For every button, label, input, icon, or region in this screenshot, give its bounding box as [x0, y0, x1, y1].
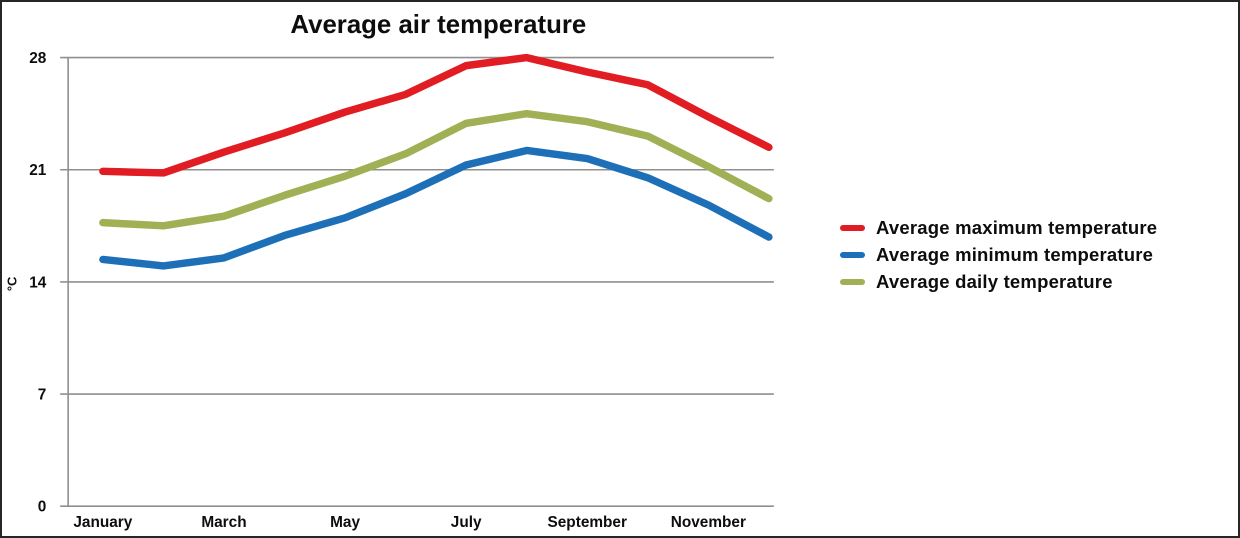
- y-tick-label: 28: [29, 50, 47, 67]
- x-tick-label: January: [73, 514, 132, 531]
- gridlines-group: [60, 56, 774, 508]
- series-line: [99, 146, 773, 270]
- chart-title: Average air temperature: [290, 11, 586, 39]
- series-line: [99, 53, 773, 177]
- legend-item: Average minimum temperature: [840, 243, 1157, 266]
- x-tick-label: March: [201, 514, 246, 531]
- y-tick-label: 0: [38, 499, 47, 516]
- x-tick-label: July: [451, 514, 482, 531]
- x-tick-label: September: [548, 514, 627, 531]
- x-tick-label: November: [671, 514, 746, 531]
- chart-legend: Average maximum temperature Average minim…: [840, 216, 1157, 293]
- legend-item: Average daily temperature: [840, 270, 1157, 293]
- y-tick-label: 21: [29, 162, 47, 179]
- legend-color-dash-icon: [840, 278, 865, 285]
- legend-item-label: Average minimum temperature: [876, 243, 1154, 265]
- y-tick-labels-group: 0 7 14 21 28: [29, 50, 47, 516]
- series-line: [99, 109, 773, 230]
- x-tick-labels-group: January March May July September November: [73, 514, 746, 531]
- legend-item: Average maximum temperature: [840, 216, 1157, 239]
- legend-color-dash-icon: [840, 251, 865, 258]
- y-axis-unit-label: °C: [5, 277, 20, 291]
- y-tick-label: 14: [29, 274, 47, 291]
- data-series-group: [99, 53, 773, 270]
- y-tick-label: 7: [38, 387, 47, 404]
- x-tick-label: May: [330, 514, 360, 531]
- legend-color-dash-icon: [840, 224, 865, 231]
- legend-item-label: Average maximum temperature: [876, 216, 1158, 238]
- legend-item-label: Average daily temperature: [876, 270, 1113, 292]
